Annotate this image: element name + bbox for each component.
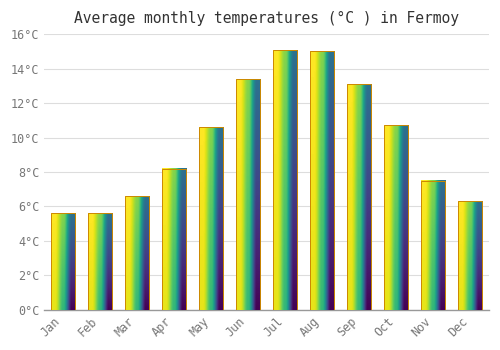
Bar (51, 213, 75, 310)
Bar (422, 181, 446, 310)
Bar (347, 84, 372, 310)
Bar (384, 126, 408, 310)
Bar (236, 79, 260, 310)
Title: Average monthly temperatures (°C ) in Fermoy: Average monthly temperatures (°C ) in Fe… (74, 11, 459, 26)
Bar (125, 196, 149, 310)
Bar (458, 201, 482, 310)
Bar (199, 127, 223, 310)
Bar (273, 50, 297, 310)
Bar (88, 213, 112, 310)
Bar (162, 169, 186, 310)
Bar (310, 51, 334, 310)
